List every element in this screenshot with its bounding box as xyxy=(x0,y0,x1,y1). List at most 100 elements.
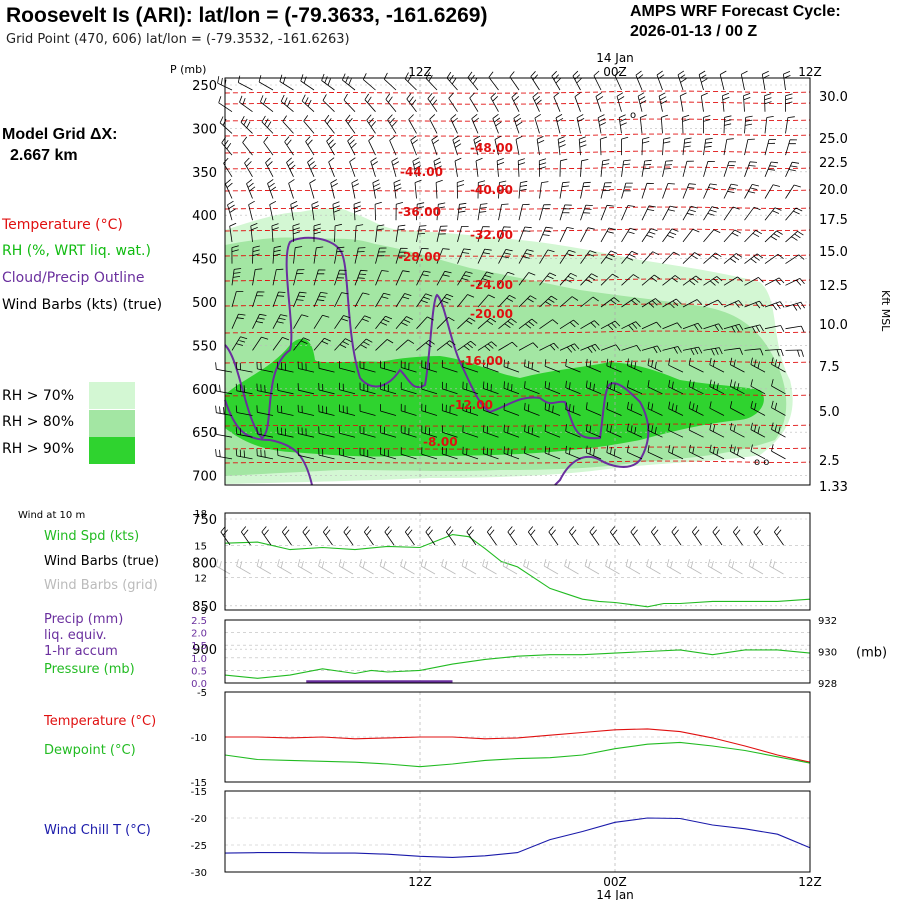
rh-key-70-label: RH > 70% xyxy=(2,388,75,404)
station-marker: o xyxy=(630,110,636,121)
precip-liq-label: liq. equiv. xyxy=(44,628,107,643)
isotherm-line xyxy=(224,360,811,364)
wind-barbs-10m-grid xyxy=(215,559,784,575)
chill-panel-tick-label: -20 xyxy=(191,814,207,825)
pressure-unit-label: (mb) xyxy=(856,646,887,661)
isotherm-label: -16.00 xyxy=(460,354,503,368)
pressure-tick-label: 850 xyxy=(192,600,217,615)
temp-panel-tick-label: -15 xyxy=(191,778,207,789)
precip-accum-label: 1-hr accum xyxy=(44,644,118,659)
isotherm-line xyxy=(224,228,811,232)
height-tick-label: 20.0 xyxy=(819,183,848,198)
top-time-tick: 12Z xyxy=(408,65,432,79)
height-tick-label: 12.5 xyxy=(819,279,848,294)
pressure-tick-label: 930 xyxy=(818,648,837,659)
isotherm-label: -28.00 xyxy=(398,250,441,264)
precip-panel-frame xyxy=(224,619,811,684)
isotherm-label: -36.00 xyxy=(398,205,441,219)
isotherm-label: -8.00 xyxy=(423,435,458,449)
isotherm-line xyxy=(224,460,811,464)
wind-speed-line xyxy=(224,534,811,608)
isotherm-line xyxy=(224,278,811,282)
top-time-tick: 00Z xyxy=(603,65,627,79)
pressure-tick-label: 700 xyxy=(192,470,217,485)
pressure-tick-label: 900 xyxy=(192,643,217,658)
cross-section-frame xyxy=(224,77,811,486)
rh-key-80-swatch xyxy=(89,410,135,437)
precip-panel-tick-label: 0.0 xyxy=(191,679,207,690)
legend-temperature: Temperature (°C) xyxy=(2,217,123,233)
precip-panel-tick-label: 2.5 xyxy=(191,616,207,627)
pressure-tick-label: 550 xyxy=(192,339,217,354)
bottom-time-tick: 12Z xyxy=(798,875,822,889)
height-tick-label: 25.0 xyxy=(819,132,848,147)
isotherm-line xyxy=(224,446,811,450)
wind-chill-label: Wind Chill T (°C) xyxy=(44,823,151,838)
isotherm-line xyxy=(224,90,811,94)
legend-rh: RH (%, WRT liq. wat.) xyxy=(2,243,151,259)
wind-panel-tick-label: 15 xyxy=(194,541,207,552)
precip-label: Precip (mm) xyxy=(44,612,124,627)
isotherm-label: -44.00 xyxy=(400,165,443,179)
top-time-tick: 12Z xyxy=(798,65,822,79)
temp-panel-tick-label: -5 xyxy=(197,688,207,699)
pressure-tick-label: 450 xyxy=(192,253,217,268)
wind-panel-frame xyxy=(224,512,811,611)
isotherm-line xyxy=(224,206,811,210)
temperature-series-label: Temperature (°C) xyxy=(44,714,157,729)
grid-point-subtitle: Grid Point (470, 606) lat/lon = (-79.353… xyxy=(6,32,350,47)
isotherm-label: -48.00 xyxy=(470,141,513,155)
pressure-axis-label: P (mb) xyxy=(170,63,206,76)
wind-panel-tick-label: 12 xyxy=(194,574,207,585)
isotherm-line xyxy=(224,150,811,154)
top-date-label: 14 Jan xyxy=(596,51,634,65)
wind-speed-label: Wind Spd (kts) xyxy=(44,529,140,544)
height-tick-label: 10.0 xyxy=(819,318,848,333)
isotherm-line xyxy=(224,253,811,257)
legend-wind-barbs: Wind Barbs (kts) (true) xyxy=(2,297,163,313)
height-tick-label: 22.5 xyxy=(819,156,848,171)
height-tick-label: 15.0 xyxy=(819,245,848,260)
pressure-tick-label: 350 xyxy=(192,166,217,181)
precip-panel-tick-label: 0.5 xyxy=(191,666,207,677)
isotherm-line xyxy=(224,101,811,105)
isotherm-line xyxy=(224,118,811,122)
forecast-cycle-value: 2026-01-13 / 00 Z xyxy=(630,23,758,40)
pressure-tick-label: 600 xyxy=(192,383,217,398)
wind-barbs-10m-true xyxy=(220,526,784,546)
pressure-tick-label: 932 xyxy=(818,616,837,627)
rh-key-70-swatch xyxy=(89,382,135,409)
wind-panel-tick-label: 9 xyxy=(201,606,207,617)
isotherm-label: -12.00 xyxy=(450,398,493,412)
precip-panel-tick-label: 2.0 xyxy=(191,629,207,640)
isotherm-line xyxy=(224,393,811,397)
height-tick-label: 17.5 xyxy=(819,213,848,228)
temp-panel-tick-label: -10 xyxy=(191,733,207,744)
height-axis-label: Kft MSL xyxy=(879,290,892,332)
temperature-line xyxy=(225,728,811,763)
wind-barbs-true-label: Wind Barbs (true) xyxy=(44,554,160,569)
chill-panel-tick-label: -30 xyxy=(191,868,207,879)
isotherm-label: -20.00 xyxy=(470,307,513,321)
pressure-tick-label: 928 xyxy=(818,679,837,690)
chill-panel-tick-label: -25 xyxy=(191,841,207,852)
wind-10m-header: Wind at 10 m xyxy=(18,510,86,521)
bottom-time-tick: 00Z xyxy=(603,875,627,889)
model-grid-label: Model Grid ΔX: xyxy=(2,126,118,143)
bottom-date-label: 14 Jan xyxy=(596,888,634,900)
height-tick-label: 2.5 xyxy=(819,454,840,469)
dewpoint-line xyxy=(224,741,811,768)
isotherm-line xyxy=(224,423,811,427)
rh-key-90-label: RH > 90% xyxy=(2,441,75,457)
precip-panel-tick-label: 1.0 xyxy=(191,654,207,665)
isotherm-line xyxy=(224,188,811,192)
pressure-tick-label: 800 xyxy=(192,556,217,571)
pressure-tick-label: 650 xyxy=(192,426,217,441)
height-tick-label: 30.0 xyxy=(819,90,848,105)
rh-key-80-label: RH > 80% xyxy=(2,414,75,430)
pressure-line xyxy=(224,649,811,679)
pressure-tick-label: 500 xyxy=(192,296,217,311)
rh-key-90-swatch xyxy=(89,437,135,464)
chill-panel-tick-label: -15 xyxy=(191,787,207,798)
cloud-precip-outline xyxy=(224,236,650,486)
